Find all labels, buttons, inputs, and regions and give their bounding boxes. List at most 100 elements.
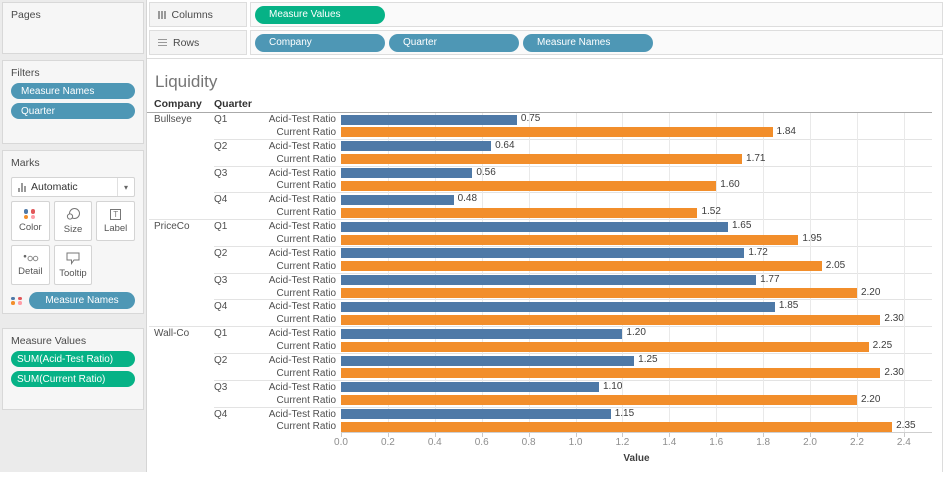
measure-label: Acid-Test Ratio — [268, 354, 336, 366]
bar[interactable] — [341, 421, 893, 432]
bar-track: 1.77 — [341, 274, 932, 287]
bar[interactable] — [341, 168, 473, 179]
gridline — [434, 113, 436, 433]
measure-pill-current[interactable]: SUM(Current Ratio) — [11, 371, 135, 387]
bar[interactable] — [341, 395, 857, 406]
chart-row: Current Ratio 1.60 — [147, 179, 932, 192]
worksheet: Liquidity Company Quarter Bullseye Q1 Acid… — [147, 58, 943, 472]
measure-label: Current Ratio — [276, 421, 336, 433]
bar[interactable] — [341, 355, 635, 366]
axis-tick-mark — [434, 433, 436, 438]
columns-label-text: Columns — [171, 8, 213, 21]
filter-pill-quarter[interactable]: Quarter — [11, 103, 135, 119]
axis-tick-label: 0.4 — [427, 437, 442, 449]
filters-shelf[interactable]: Filters Measure Names Quarter — [2, 60, 144, 144]
quarter-separator — [214, 272, 932, 274]
company-cell: Bullseye — [154, 113, 192, 125]
rows-pill-measure-names[interactable]: Measure Names — [523, 33, 653, 52]
quarter-separator — [214, 192, 932, 194]
axis-tick-label: 1.4 — [662, 437, 677, 449]
bar-track: 1.95 — [341, 233, 932, 246]
chart-row: Q2 Acid-Test Ratio 0.64 — [147, 140, 932, 153]
columns-drop-area[interactable]: Measure Values — [250, 2, 943, 27]
measure-label: Acid-Test Ratio — [268, 408, 336, 420]
company-header: Company — [154, 98, 202, 110]
bar-track: 2.20 — [341, 394, 932, 407]
axis-tick-label: 0.6 — [474, 437, 489, 449]
chart-row: Q4 Acid-Test Ratio 0.48 — [147, 193, 932, 206]
chart-row: Current Ratio 2.30 — [147, 313, 932, 326]
detail-button[interactable]: Detail — [11, 245, 50, 285]
quarter-cell: Q1 — [214, 328, 228, 340]
bar[interactable] — [341, 314, 881, 325]
detail-button-label: Detail — [18, 266, 43, 277]
pages-shelf[interactable]: Pages — [2, 2, 144, 54]
rows-label-text: Rows — [173, 36, 200, 49]
bar-value-label: 2.30 — [884, 366, 904, 378]
company-cell: PriceCo — [154, 221, 190, 233]
bar[interactable] — [341, 194, 454, 205]
quarter-cell: Q3 — [214, 167, 228, 179]
bar-track: 1.20 — [341, 327, 932, 340]
color-encoding-icon — [11, 296, 24, 305]
bar[interactable] — [341, 368, 881, 379]
bar[interactable] — [341, 154, 743, 165]
rows-pill-company[interactable]: Company — [255, 33, 385, 52]
quarter-separator — [214, 406, 932, 408]
chart-row: Wall-Co Q1 Acid-Test Ratio 1.20 — [147, 327, 932, 340]
bar[interactable] — [341, 221, 728, 232]
bar[interactable] — [341, 180, 717, 191]
bar-value-label: 1.84 — [776, 125, 796, 137]
bar-track: 2.35 — [341, 420, 932, 433]
bar-value-label: 1.15 — [614, 407, 635, 419]
gridline — [622, 113, 624, 433]
quarter-separator — [214, 299, 932, 301]
chart-row: Current Ratio 2.05 — [147, 260, 932, 273]
axis-tick-mark — [575, 433, 577, 438]
columns-pill-measure-values[interactable]: Measure Values — [255, 5, 385, 24]
bar-track: 2.20 — [341, 287, 932, 300]
chart-row: Bullseye Q1 Acid-Test Ratio 0.75 — [147, 113, 932, 126]
gridline — [528, 113, 530, 433]
bar[interactable] — [341, 261, 822, 272]
measure-label: Current Ratio — [276, 341, 336, 353]
bar[interactable] — [341, 328, 623, 339]
quarter-cell: Q4 — [214, 194, 228, 206]
bar[interactable] — [341, 341, 869, 352]
bar-value-label: 1.25 — [638, 354, 658, 366]
bar[interactable] — [341, 301, 775, 312]
bar[interactable] — [341, 234, 799, 245]
mark-type-dropdown[interactable]: Automatic ▾ — [11, 177, 135, 197]
bar[interactable] — [341, 248, 745, 259]
bar[interactable] — [341, 275, 757, 286]
size-button[interactable]: Size — [53, 201, 93, 241]
chart-row: Current Ratio 1.71 — [147, 153, 932, 166]
rows-pill-quarter[interactable]: Quarter — [389, 33, 519, 52]
rows-drop-area[interactable]: Company Quarter Measure Names — [250, 30, 943, 55]
bar[interactable] — [341, 127, 773, 138]
measure-values-card: Measure Values SUM(Acid-Test Ratio) SUM(… — [2, 328, 144, 410]
label-button[interactable]: T Label — [96, 201, 135, 241]
measure-label: Acid-Test Ratio — [268, 140, 336, 152]
axis-tick-label: 0.8 — [521, 437, 536, 449]
measure-label: Acid-Test Ratio — [268, 301, 336, 313]
gridline — [481, 113, 483, 433]
color-button[interactable]: Color — [11, 201, 50, 241]
bar[interactable] — [341, 207, 698, 218]
bar[interactable] — [341, 141, 492, 152]
tooltip-button[interactable]: Tooltip — [53, 245, 93, 285]
bar[interactable] — [341, 114, 517, 125]
bar-track: 0.48 — [341, 193, 932, 206]
measure-pill-acid-test[interactable]: SUM(Acid-Test Ratio) — [11, 351, 135, 367]
marks-pill-measure-names[interactable]: Measure Names — [29, 292, 135, 309]
bar[interactable] — [341, 409, 611, 420]
size-circles-icon — [66, 208, 80, 220]
bar[interactable] — [341, 288, 857, 299]
filter-pill-measure-names[interactable]: Measure Names — [11, 83, 135, 99]
x-axis[interactable]: 0.0 0.2 0.4 0.6 0.8 1.0 1.2 1.4 1.6 1.8 2.0 2.2 2.4 — [147, 433, 932, 450]
rows-shelf-label: Rows — [149, 30, 247, 55]
chevron-down-icon[interactable]: ▾ — [117, 178, 134, 196]
bar[interactable] — [341, 382, 599, 393]
measure-label: Current Ratio — [276, 126, 336, 138]
